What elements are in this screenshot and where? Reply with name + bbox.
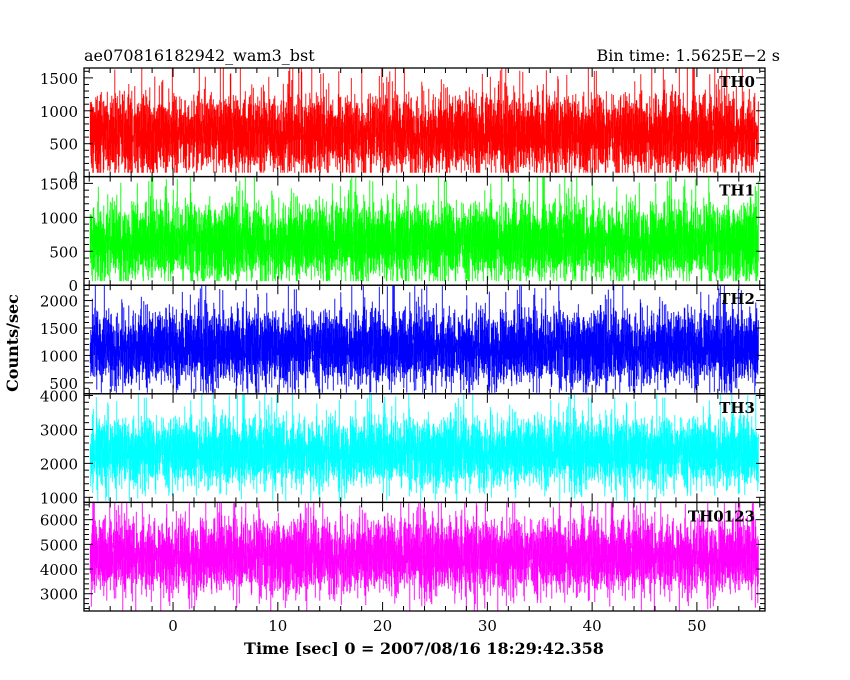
panel-th3: 1000 2000 3000 4000 TH3	[40, 387, 766, 507]
series-line-th3	[89, 393, 759, 501]
x-tick-label: 30	[478, 617, 497, 635]
panel-th0123: 3000 4000 5000 6000 TH0123	[40, 501, 766, 612]
series-line-th2	[89, 285, 759, 393]
x-tick-label: 10	[268, 617, 287, 635]
y-tick-label: 1000	[40, 103, 78, 121]
y-tick-label: 4000	[40, 387, 78, 405]
y-tick-label: 1500	[40, 70, 78, 88]
y-tick-label: 500	[49, 375, 78, 393]
y-tick-label: 3000	[40, 421, 78, 439]
x-tick-label: 0	[168, 617, 178, 635]
y-tick-label: 1500	[40, 320, 78, 338]
y-tick-label: 5000	[40, 536, 78, 554]
series-line-th1	[89, 176, 759, 282]
y-tick-label: 1000	[40, 347, 78, 365]
panel-label: TH1	[719, 182, 755, 200]
y-tick-label: 4000	[40, 561, 78, 579]
y-tick-label: 1000	[40, 489, 78, 507]
series-line-th0	[89, 68, 759, 173]
y-tick-label: 6000	[40, 512, 78, 530]
y-tick-label: 0	[68, 169, 78, 187]
y-axis-label: Counts/sec	[3, 294, 22, 392]
plot-title: ae070816182942_wam3_bst	[84, 46, 315, 65]
x-tick-label: 50	[687, 617, 706, 635]
x-tick-label: 20	[373, 617, 392, 635]
y-tick-label: 500	[49, 243, 78, 261]
series-line-th0123	[89, 502, 759, 611]
y-tick-label: 0	[68, 277, 78, 295]
panel-th1: 0 500 1000 1500 TH1	[40, 175, 766, 295]
y-tick-label: 1500	[40, 175, 78, 193]
panel-th2: 500 1000 1500 2000 TH2	[40, 284, 766, 395]
x-tick-label: 40	[583, 617, 602, 635]
panel-label: TH2	[719, 290, 755, 308]
panel-label: TH0	[719, 73, 755, 91]
y-tick-label: 1000	[40, 209, 78, 227]
y-tick-label: 2000	[40, 455, 78, 473]
x-axis-label: Time [sec] 0 = 2007/08/16 18:29:42.358	[244, 639, 604, 658]
panel-label: TH0123	[688, 507, 755, 525]
y-tick-label: 3000	[40, 586, 78, 604]
y-tick-label: 2000	[40, 293, 78, 311]
panel-th0: 0 500 1000 1500 TH0	[40, 67, 766, 187]
panel-label: TH3	[719, 399, 755, 417]
bin-time-label: Bin time: 1.5625E−2 s	[597, 46, 780, 65]
y-tick-label: 500	[49, 136, 78, 154]
